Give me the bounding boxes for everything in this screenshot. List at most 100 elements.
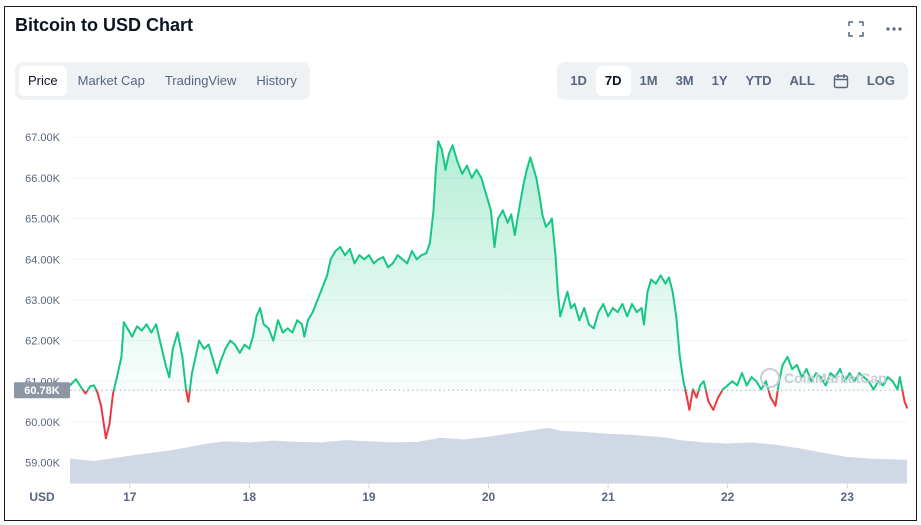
price-line-segment	[440, 148, 447, 171]
price-line-segment	[867, 380, 875, 391]
price-line-segment	[248, 335, 254, 350]
price-line-segment	[291, 319, 299, 334]
fullscreen-icon[interactable]	[848, 21, 864, 41]
price-line-segment	[480, 176, 488, 196]
price-line-segment	[74, 378, 83, 390]
price-line-segment	[155, 323, 162, 346]
price-line-segment	[334, 246, 342, 253]
range-log[interactable]: LOG	[866, 73, 895, 88]
range-1y[interactable]: 1Y	[711, 73, 728, 88]
price-line-segment	[518, 185, 525, 208]
chart-actions	[848, 21, 902, 41]
price-line-segment	[140, 323, 148, 332]
y-tick-label: 63.00K	[25, 295, 61, 307]
chart-title: Bitcoin to USD Chart	[15, 15, 193, 35]
price-line-segment	[176, 331, 184, 358]
price-line-segment	[592, 311, 600, 330]
range-1m[interactable]: 1M	[639, 73, 658, 88]
price-line-segment	[616, 303, 624, 314]
watermark-text: CoinMarketCap	[784, 370, 887, 386]
price-line-segment	[554, 254, 559, 293]
price-line-segment	[339, 246, 347, 257]
price-line-segment	[229, 339, 237, 346]
price-line-segment	[862, 376, 870, 383]
price-line-segment	[493, 217, 500, 249]
price-line-segment	[432, 168, 437, 212]
price-line-segment	[171, 331, 179, 350]
price-line-segment	[238, 343, 246, 354]
price-line-segment	[510, 213, 516, 236]
current-price-badge-bg	[14, 382, 70, 399]
tab-history[interactable]: History	[256, 73, 297, 88]
price-line-segment	[259, 307, 265, 326]
price-line-segment	[781, 355, 789, 367]
price-line-segment	[750, 376, 758, 383]
range-all[interactable]: ALL	[789, 73, 815, 88]
price-line-segment	[272, 319, 280, 342]
price-line-segment	[800, 368, 808, 379]
volume-layer	[70, 427, 907, 483]
price-line-segment	[668, 276, 674, 293]
price-line-segment	[382, 256, 390, 269]
y-tick-label: 59.00K	[25, 458, 61, 470]
range-7d[interactable]: 7D	[595, 66, 631, 96]
price-line-segment	[267, 327, 275, 342]
price-line-segment	[659, 274, 667, 285]
range-ytd[interactable]: YTD	[745, 73, 772, 88]
price-line-segment	[234, 343, 241, 354]
range-3m[interactable]: 3M	[675, 73, 694, 88]
time-range-selector: 1D 7D 1M 3M 1Y YTD ALL LOG	[557, 62, 908, 100]
price-line-segment	[684, 389, 688, 399]
price-line-segment	[602, 303, 610, 318]
x-tick-label: 17	[123, 490, 137, 504]
price-line-segment	[707, 400, 715, 411]
tab-tradingview[interactable]: TradingView	[164, 73, 237, 88]
price-line-segment	[513, 205, 521, 236]
price-line-segment	[776, 380, 781, 392]
more-icon[interactable]	[886, 21, 902, 41]
x-tick-label: 20	[482, 490, 496, 504]
tab-market-cap[interactable]: Market Cap	[77, 73, 145, 88]
price-line-segment	[611, 307, 619, 314]
price-line-segment	[877, 380, 885, 387]
y-axis-unit-label: USD	[29, 490, 55, 504]
tab-price[interactable]: Price	[19, 66, 67, 96]
price-line-segment	[444, 152, 451, 171]
price-line-segment	[740, 372, 748, 387]
price-line-segment	[559, 303, 565, 318]
price-line-segment	[150, 323, 158, 334]
price-line-segment	[829, 372, 837, 379]
x-tick-label: 18	[243, 490, 257, 504]
price-line-segment	[425, 241, 431, 255]
price-line-segment	[406, 250, 413, 265]
price-line-segment	[886, 376, 894, 383]
chart-view-tabs: Price Market Cap TradingView History	[15, 62, 310, 100]
range-1d[interactable]: 1D	[570, 73, 587, 88]
price-line-segment	[112, 372, 119, 392]
price-line-segment	[251, 315, 258, 338]
price-line-segment	[671, 290, 678, 318]
price-line-segment	[131, 325, 138, 338]
price-line-segment	[461, 164, 468, 175]
calendar-icon[interactable]	[824, 66, 858, 96]
price-line-segment	[882, 376, 889, 387]
price-line-segment	[529, 156, 534, 167]
price-line-segment	[721, 384, 729, 391]
price-line-segment	[475, 168, 483, 179]
price-line-segment	[410, 250, 418, 261]
y-tick-label: 60.00K	[25, 417, 61, 429]
y-tick-label: 66.00K	[25, 173, 61, 185]
price-line-segment	[898, 376, 904, 391]
volume-area	[70, 427, 907, 483]
price-line-segment	[786, 355, 794, 371]
price-line-segment	[396, 254, 404, 261]
price-line-segment	[348, 248, 356, 265]
price-line-segment	[470, 168, 478, 179]
y-tick-label: 64.00K	[25, 254, 61, 266]
price-line-segment	[159, 343, 167, 367]
price-line-segment	[358, 254, 366, 261]
price-line-segment	[815, 372, 822, 379]
price-line-segment	[767, 389, 772, 399]
price-line-segment	[541, 213, 547, 228]
